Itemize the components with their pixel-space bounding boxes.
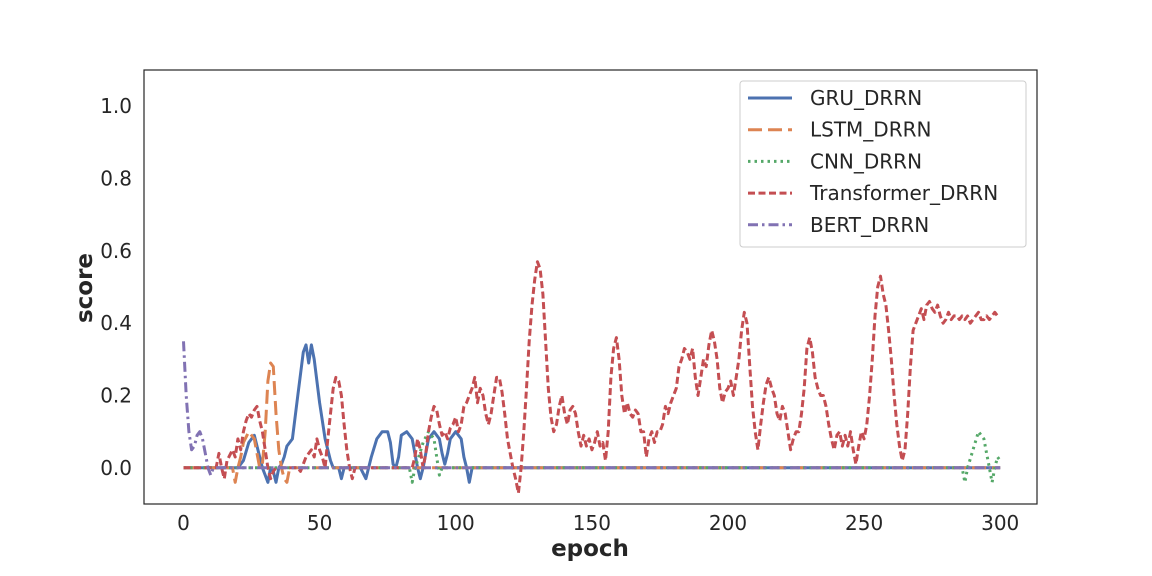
tick-labels: 0 50 100 150 200 250 300 0.0 0.2 0.4 0.6 0.8 1.0 xyxy=(100,94,1019,535)
x-tick-label: 250 xyxy=(845,511,883,535)
y-tick-label: 0.2 xyxy=(100,384,132,408)
legend-label: Transformer_DRRN xyxy=(809,181,998,205)
series-line-transformer-drrn xyxy=(183,260,1001,495)
legend-box xyxy=(739,80,1027,248)
series-line-bert-drrn xyxy=(182,341,1001,477)
y-tick-label: 0.8 xyxy=(100,167,132,191)
x-tick-label: 50 xyxy=(307,511,332,535)
x-tick-label: 0 xyxy=(177,511,190,535)
x-tick-label: 100 xyxy=(437,511,475,535)
y-tick-label: 0.6 xyxy=(100,239,132,263)
y-tick-label: 1.0 xyxy=(100,94,132,118)
legend-label: CNN_DRRN xyxy=(810,149,922,173)
x-tick-label: 200 xyxy=(709,511,747,535)
legend: GRU_DRRN LSTM_DRRN CNN_DRRN Transformer_DRR… xyxy=(739,80,1027,248)
legend-label: LSTM_DRRN xyxy=(810,118,931,142)
x-tick-label: 150 xyxy=(573,511,611,535)
legend-label: GRU_DRRN xyxy=(810,86,922,110)
x-axis-label: epoch xyxy=(551,536,629,562)
y-axis-label: score xyxy=(72,253,98,323)
y-tick-label: 0.4 xyxy=(100,311,132,335)
x-tick-label: 300 xyxy=(981,511,1019,535)
axes-frame xyxy=(143,69,1038,505)
legend-label: BERT_DRRN xyxy=(810,213,929,237)
y-tick-label: 0.0 xyxy=(100,456,132,480)
plot-area xyxy=(182,260,1002,495)
series-line-lstm-drrn xyxy=(183,361,1001,484)
series-line-cnn-drrn xyxy=(183,430,1002,484)
